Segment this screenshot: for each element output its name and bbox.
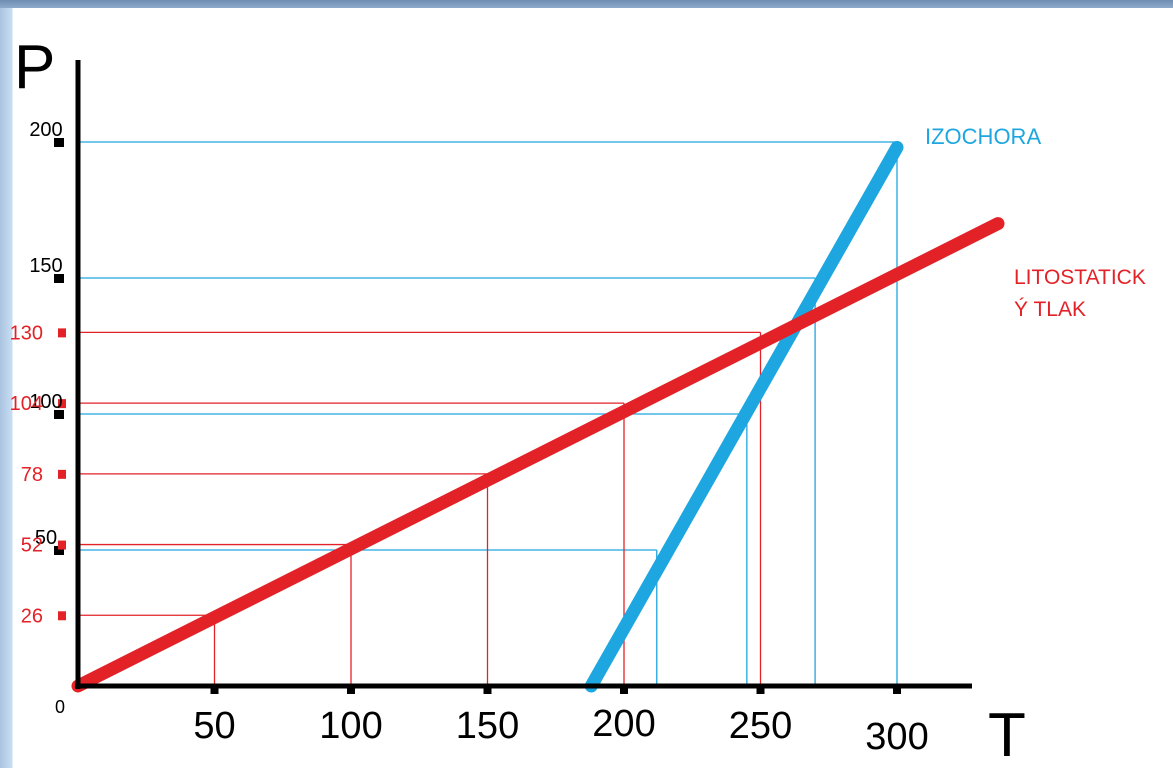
origin-label: 0 [55, 697, 65, 717]
axes [75, 60, 972, 689]
x-tick [347, 684, 355, 694]
y-tick-label-red: 26 [21, 605, 43, 627]
y-tick-red [58, 399, 66, 409]
y-tick-red [58, 328, 66, 338]
y-tick-black [54, 274, 64, 283]
izochora-label: IZOCHORA [925, 124, 1041, 149]
lithostatic-label-line2: Ý TLAK [1014, 298, 1086, 321]
x-tick-label: 300 [865, 716, 928, 758]
y-tick-label-red: 130 [10, 322, 43, 344]
lithostatic-label-line1: LITOSTATICK [1014, 266, 1146, 289]
y-tick-label-red: 104 [10, 393, 43, 415]
lithostatic-guide-lines [78, 331, 762, 686]
lithostatic-line [71, 217, 1005, 693]
slide-top-band [0, 0, 1173, 8]
y-tick-label-black: 50 [35, 527, 57, 549]
y-tick-label-black: 200 [29, 119, 62, 141]
x-tick-label: 250 [729, 705, 792, 747]
x-tick [756, 684, 765, 694]
y-tick-label-black: 150 [29, 255, 62, 277]
y-tick-black [54, 546, 64, 555]
y-tick-black [54, 138, 64, 147]
x-tick-label: 200 [592, 703, 655, 745]
x-tick [483, 684, 492, 694]
y-tick-label-black: 100 [29, 391, 62, 413]
y-tick-red [58, 469, 66, 479]
series-lines [71, 140, 1005, 693]
labels: 50 100 150 200 250 300 50 100 150 200 26 52 78 104 130… [10, 33, 1146, 768]
x-tick-label: 50 [193, 705, 235, 747]
x-tick [210, 684, 219, 694]
y-tick-label-red: 52 [21, 535, 43, 557]
x-tick-label: 100 [319, 705, 382, 747]
y-axis-label: P [14, 33, 55, 102]
y-tick-label-red: 78 [21, 464, 43, 486]
x-tick [620, 684, 628, 694]
tick-marks [54, 138, 901, 694]
y-tick-red [58, 611, 66, 621]
y-tick-black [54, 410, 64, 419]
x-tick-label: 150 [456, 705, 519, 747]
x-tick [893, 684, 901, 694]
x-axis-label: T [988, 701, 1026, 768]
y-tick-red [58, 540, 66, 550]
izochora-line [584, 140, 904, 693]
